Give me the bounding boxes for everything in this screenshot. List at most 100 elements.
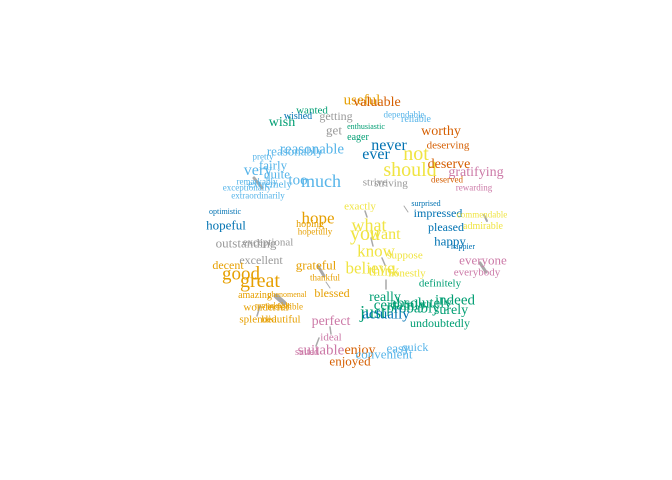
- cloud-word: impressed: [413, 206, 463, 220]
- cloud-word: very: [243, 162, 273, 179]
- cloud-word: enjoyed: [329, 353, 371, 369]
- connector-line: [329, 326, 332, 335]
- cloud-word: phenomenal: [267, 290, 307, 299]
- cloud-word: enjoy: [344, 343, 376, 358]
- cloud-word: strive: [362, 176, 388, 189]
- cloud-word: deserved: [431, 174, 463, 185]
- cloud-word: splendid: [239, 313, 277, 326]
- cloud-word: surprised: [411, 199, 441, 208]
- cloud-word: wonderful: [243, 301, 289, 314]
- cloud-word: really: [369, 290, 401, 305]
- cloud-word: should: [383, 159, 437, 181]
- cloud-word: decent: [212, 258, 244, 272]
- cloud-word: what: [351, 215, 387, 235]
- cloud-word: getting: [319, 109, 353, 123]
- cloud-word: reasonable: [279, 141, 345, 158]
- cloud-word: commendable: [456, 209, 508, 220]
- cloud-word: exceptionally: [222, 182, 272, 193]
- cloud-word: indeed: [435, 292, 475, 309]
- cloud-word: wished: [283, 111, 313, 122]
- cloud-word: enthusiastic: [347, 122, 385, 131]
- cloud-word: everyone: [459, 252, 507, 268]
- cloud-word: pretty: [252, 151, 274, 162]
- cloud-word: striving: [374, 177, 408, 190]
- cloud-word: exactly: [344, 200, 376, 213]
- cloud-word: hopeful: [206, 217, 246, 233]
- connector-line: [403, 205, 409, 213]
- cloud-word: remarkably: [236, 176, 278, 187]
- cloud-word: hopefully: [297, 226, 333, 237]
- cloud-word: thankful: [310, 272, 340, 283]
- cloud-word: excellent: [239, 253, 283, 267]
- cloud-word: ideal: [320, 331, 342, 344]
- cloud-word: certainly: [373, 297, 427, 314]
- connector-line: [483, 214, 488, 222]
- cloud-word: rewarding: [455, 182, 493, 193]
- connector-line: [325, 281, 331, 289]
- cloud-word: know: [357, 241, 395, 261]
- cloud-word: easy: [386, 340, 410, 356]
- cloud-word: everybody: [453, 266, 501, 279]
- cloud-word: admirable: [463, 221, 503, 232]
- cloud-word: absolutely: [390, 295, 452, 312]
- cloud-word: hope: [301, 208, 335, 228]
- cloud-word: valuable: [353, 95, 401, 110]
- cloud-word: never: [371, 137, 407, 154]
- cloud-word: eager: [347, 132, 369, 143]
- cloud-word: fairly: [258, 157, 288, 173]
- cloud-word: want: [369, 226, 401, 243]
- cloud-word: exceptional: [242, 236, 294, 249]
- cloud-word: too: [288, 172, 308, 189]
- cloud-word: quite: [264, 166, 290, 182]
- cloud-word: ever: [362, 146, 390, 163]
- cloud-word: much: [301, 171, 341, 191]
- cloud-word: amazing: [238, 290, 272, 301]
- cloud-word: pleased: [428, 220, 464, 234]
- cloud-word: great: [240, 270, 280, 292]
- cloud-word: actually: [362, 306, 410, 323]
- cloud-word: probably: [386, 300, 440, 317]
- cloud-word: definitely: [418, 277, 462, 290]
- cloud-word: reasonably: [266, 143, 324, 159]
- connector-line: [364, 210, 368, 218]
- connector-line: [252, 176, 264, 190]
- cloud-word: blessed: [314, 286, 350, 300]
- cloud-word: perfect: [311, 314, 351, 329]
- cloud-word: suitable: [297, 342, 345, 359]
- cloud-word: happy: [434, 233, 466, 249]
- cloud-word: remarkable: [255, 301, 291, 310]
- cloud-word: quick: [401, 340, 429, 354]
- cloud-word: suppose: [387, 249, 423, 262]
- cloud-word: suited: [295, 347, 319, 358]
- connector-line: [381, 257, 386, 266]
- connector-line: [315, 337, 320, 347]
- cloud-word: reliable: [401, 114, 431, 125]
- cloud-word: believe: [345, 258, 395, 278]
- connector-line: [370, 237, 374, 247]
- cloud-word: happier: [451, 242, 475, 251]
- cloud-word: worthy: [421, 124, 461, 139]
- cloud-word: think: [368, 263, 400, 280]
- cloud-word: extremely: [248, 178, 292, 191]
- cloud-word: honestly: [388, 267, 426, 280]
- cloud-word: just: [359, 302, 387, 322]
- connector-line: [273, 293, 287, 306]
- connector-line: [316, 264, 326, 278]
- cloud-word: deserve: [427, 157, 471, 172]
- cloud-word: beautiful: [261, 313, 301, 326]
- cloud-word: not: [403, 143, 429, 165]
- cloud-word: undoubtedly: [410, 316, 470, 330]
- cloud-word: useful: [343, 92, 381, 109]
- cloud-word: dependable: [383, 109, 425, 120]
- cloud-word: deserving: [426, 139, 470, 152]
- cloud-word: incredible: [267, 301, 303, 312]
- cloud-word: grateful: [295, 257, 337, 273]
- cloud-word: wish: [268, 115, 296, 130]
- cloud-word: convenient: [355, 346, 413, 362]
- connector-line: [256, 305, 261, 317]
- cloud-word: hoping: [296, 219, 324, 230]
- cloud-word: surely: [433, 303, 469, 318]
- cloud-word: gratifying: [448, 165, 504, 180]
